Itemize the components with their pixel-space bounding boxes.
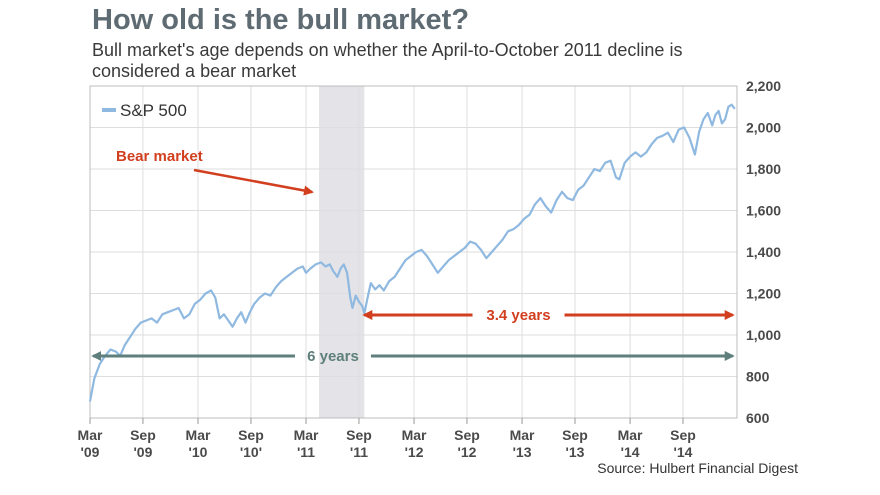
y-tick-label: 600 bbox=[746, 410, 770, 426]
chart-grid bbox=[89, 85, 737, 419]
x-tick-label: Sep bbox=[670, 427, 696, 443]
y-tick-label: 1,200 bbox=[746, 286, 781, 302]
x-tick-label: Mar bbox=[510, 427, 535, 443]
y-tick-label: 1,800 bbox=[746, 161, 781, 177]
x-tick-label: '11 bbox=[297, 444, 315, 460]
y-tick-label: 1,400 bbox=[746, 244, 781, 260]
x-tick-label: '09 bbox=[81, 444, 100, 460]
y-tick-label: 2,000 bbox=[746, 120, 781, 136]
x-tick-label: Mar bbox=[186, 427, 211, 443]
annotation-label: 6 years bbox=[307, 348, 359, 365]
bear-market-annotation: Bear market bbox=[116, 148, 314, 196]
legend-label: S&P 500 bbox=[120, 101, 187, 120]
x-tick-label: Sep bbox=[130, 427, 156, 443]
bear-market-label: Bear market bbox=[116, 148, 203, 165]
x-tick-label: '10 bbox=[189, 444, 208, 460]
annotation-label: 3.4 years bbox=[486, 307, 550, 324]
y-axis: 600 800 1,000 1,200 1,400 1,600 1,800 2,000 2,20… bbox=[746, 78, 781, 426]
x-tick-label: Mar bbox=[402, 427, 427, 443]
x-tick-label: '12 bbox=[458, 444, 477, 460]
x-tick-label: Sep bbox=[454, 427, 480, 443]
duration-annotations: 3.4 years 6 years bbox=[91, 307, 735, 365]
y-tick-label: 1,600 bbox=[746, 203, 781, 219]
y-tick-label: 2,200 bbox=[746, 78, 781, 94]
chart-subtitle: Bull market's age depends on whether the… bbox=[92, 40, 683, 81]
y-tick-label: 800 bbox=[746, 369, 770, 385]
x-tick-label: '11 bbox=[350, 444, 368, 460]
x-tick-label: '14 bbox=[621, 444, 640, 460]
x-tick-label: Mar bbox=[294, 427, 319, 443]
x-tick-label: '12 bbox=[405, 444, 424, 460]
x-tick-label: Mar bbox=[78, 427, 103, 443]
plot-frame bbox=[89, 85, 738, 419]
source-note: Source: Hulbert Financial Digest bbox=[597, 460, 798, 476]
chart-title: How old is the bull market? bbox=[92, 4, 470, 36]
x-tick-label: Sep bbox=[346, 427, 372, 443]
x-tick-label: Sep bbox=[238, 427, 264, 443]
x-tick-label: '13 bbox=[566, 444, 585, 460]
x-tick-label: '14 bbox=[674, 444, 693, 460]
x-axis: Mar'09Sep'09Mar'10Sep'10'Mar'11Sep'11Mar… bbox=[78, 418, 696, 460]
x-tick-label: '09 bbox=[133, 444, 152, 460]
x-tick-label: '10' bbox=[240, 444, 262, 460]
bear-market-arrow bbox=[193, 168, 314, 196]
x-tick-label: '13 bbox=[513, 444, 532, 460]
x-tick-label: Mar bbox=[618, 427, 643, 443]
y-tick-label: 1,000 bbox=[746, 327, 781, 343]
x-tick-label: Sep bbox=[562, 427, 588, 443]
sp500-series-line bbox=[88, 103, 736, 402]
legend: S&P 500 bbox=[102, 101, 187, 120]
